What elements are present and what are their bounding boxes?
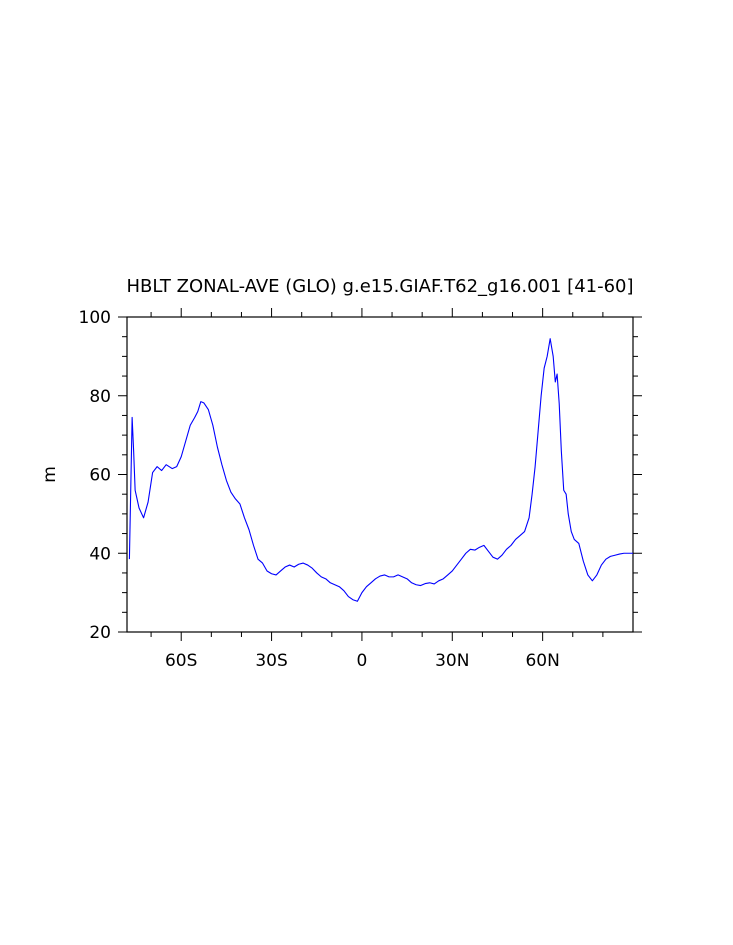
y-tick-label: 100 xyxy=(79,308,111,328)
y-tick-label: 20 xyxy=(89,623,111,643)
tick-labels: 20 40 60 80 100 60S 30S 0 30N 60N xyxy=(79,308,560,671)
plot-frame xyxy=(126,316,634,633)
y-tick-label: 80 xyxy=(89,387,111,407)
plot-border xyxy=(126,316,634,633)
chart-title: HBLT ZONAL-AVE (GLO) g.e15.GIAF.T62_g16.… xyxy=(126,276,633,297)
x-tick-label: 0 xyxy=(357,651,368,671)
axis-ticks xyxy=(118,308,642,641)
y-axis-label: m xyxy=(40,466,60,483)
x-tick-label: 30N xyxy=(435,651,469,671)
series-lines xyxy=(128,338,633,602)
x-tick-label: 60S xyxy=(165,651,197,671)
series-line-0 xyxy=(128,338,633,602)
y-tick-label: 40 xyxy=(89,544,111,564)
y-tick-label: 60 xyxy=(89,466,111,486)
x-tick-label: 30S xyxy=(255,651,287,671)
x-tick-label: 60N xyxy=(525,651,559,671)
